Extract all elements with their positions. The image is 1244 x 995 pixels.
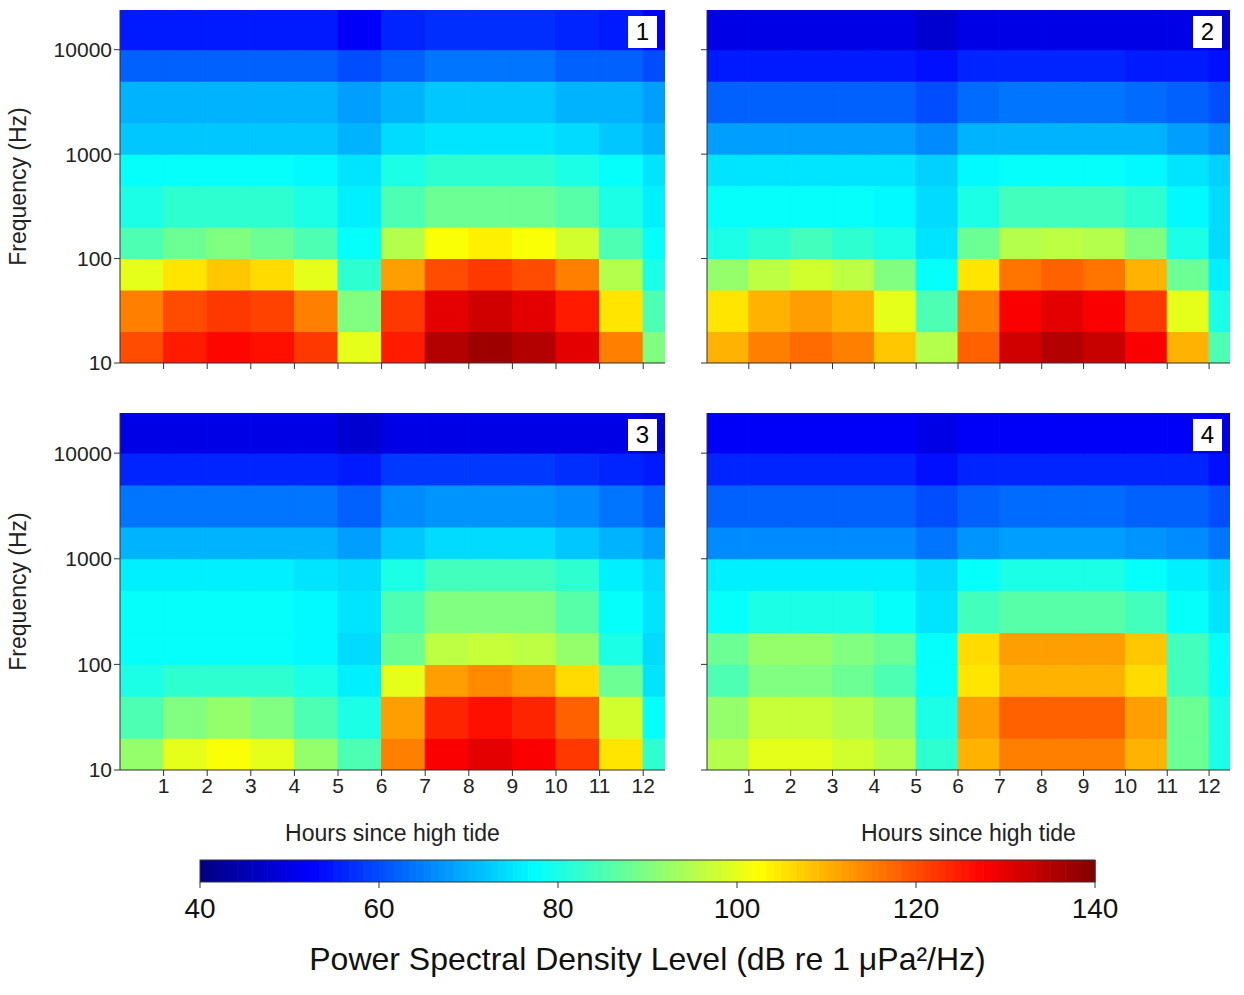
svg-text:12: 12	[632, 774, 655, 797]
svg-text:7: 7	[994, 774, 1006, 797]
svg-text:5: 5	[332, 774, 344, 797]
svg-text:10: 10	[544, 774, 567, 797]
svg-text:1000: 1000	[65, 547, 112, 570]
svg-text:11: 11	[1156, 774, 1178, 797]
html-text:4: 4	[1200, 421, 1214, 448]
svg-text:1: 1	[158, 774, 170, 797]
svg-text:11: 11	[589, 774, 611, 797]
svg-text:1: 1	[743, 774, 755, 797]
svg-text:100: 100	[77, 653, 112, 676]
svg-text:5: 5	[910, 774, 922, 797]
svg-text:Frequency (Hz): Frequency (Hz)	[5, 512, 31, 670]
svg-text:3: 3	[827, 774, 839, 797]
svg-text:140: 140	[1072, 893, 1119, 924]
svg-text:60: 60	[363, 893, 394, 924]
svg-text:10000: 10000	[54, 38, 112, 61]
svg-text:Power Spectral Density Level (: Power Spectral Density Level (dB re 1 μP…	[309, 941, 985, 977]
svg-text:7: 7	[419, 774, 431, 797]
svg-text:8: 8	[463, 774, 475, 797]
svg-text:Hours since high tide: Hours since high tide	[285, 820, 500, 846]
svg-text:6: 6	[952, 774, 964, 797]
html-text:1: 1	[635, 18, 649, 45]
svg-text:9: 9	[1078, 774, 1090, 797]
svg-text:10000: 10000	[54, 442, 112, 465]
svg-text:4: 4	[289, 774, 301, 797]
svg-text:80: 80	[542, 893, 573, 924]
svg-text:6: 6	[376, 774, 388, 797]
html-text:2: 2	[1200, 18, 1214, 45]
svg-text:Frequency (Hz): Frequency (Hz)	[5, 107, 31, 265]
svg-text:10: 10	[1114, 774, 1137, 797]
svg-text:120: 120	[893, 893, 940, 924]
svg-text:2: 2	[785, 774, 797, 797]
svg-text:10: 10	[89, 758, 112, 781]
svg-text:9: 9	[507, 774, 519, 797]
svg-text:10: 10	[89, 351, 112, 374]
svg-text:8: 8	[1036, 774, 1048, 797]
svg-text:40: 40	[184, 893, 215, 924]
svg-text:3: 3	[245, 774, 257, 797]
svg-text:4: 4	[869, 774, 881, 797]
svg-text:2: 2	[201, 774, 213, 797]
svg-text:1000: 1000	[65, 143, 112, 166]
svg-text:12: 12	[1197, 774, 1220, 797]
svg-text:Hours since high tide: Hours since high tide	[861, 820, 1076, 846]
svg-text:100: 100	[714, 893, 761, 924]
html-text:3: 3	[635, 421, 649, 448]
svg-text:100: 100	[77, 247, 112, 270]
